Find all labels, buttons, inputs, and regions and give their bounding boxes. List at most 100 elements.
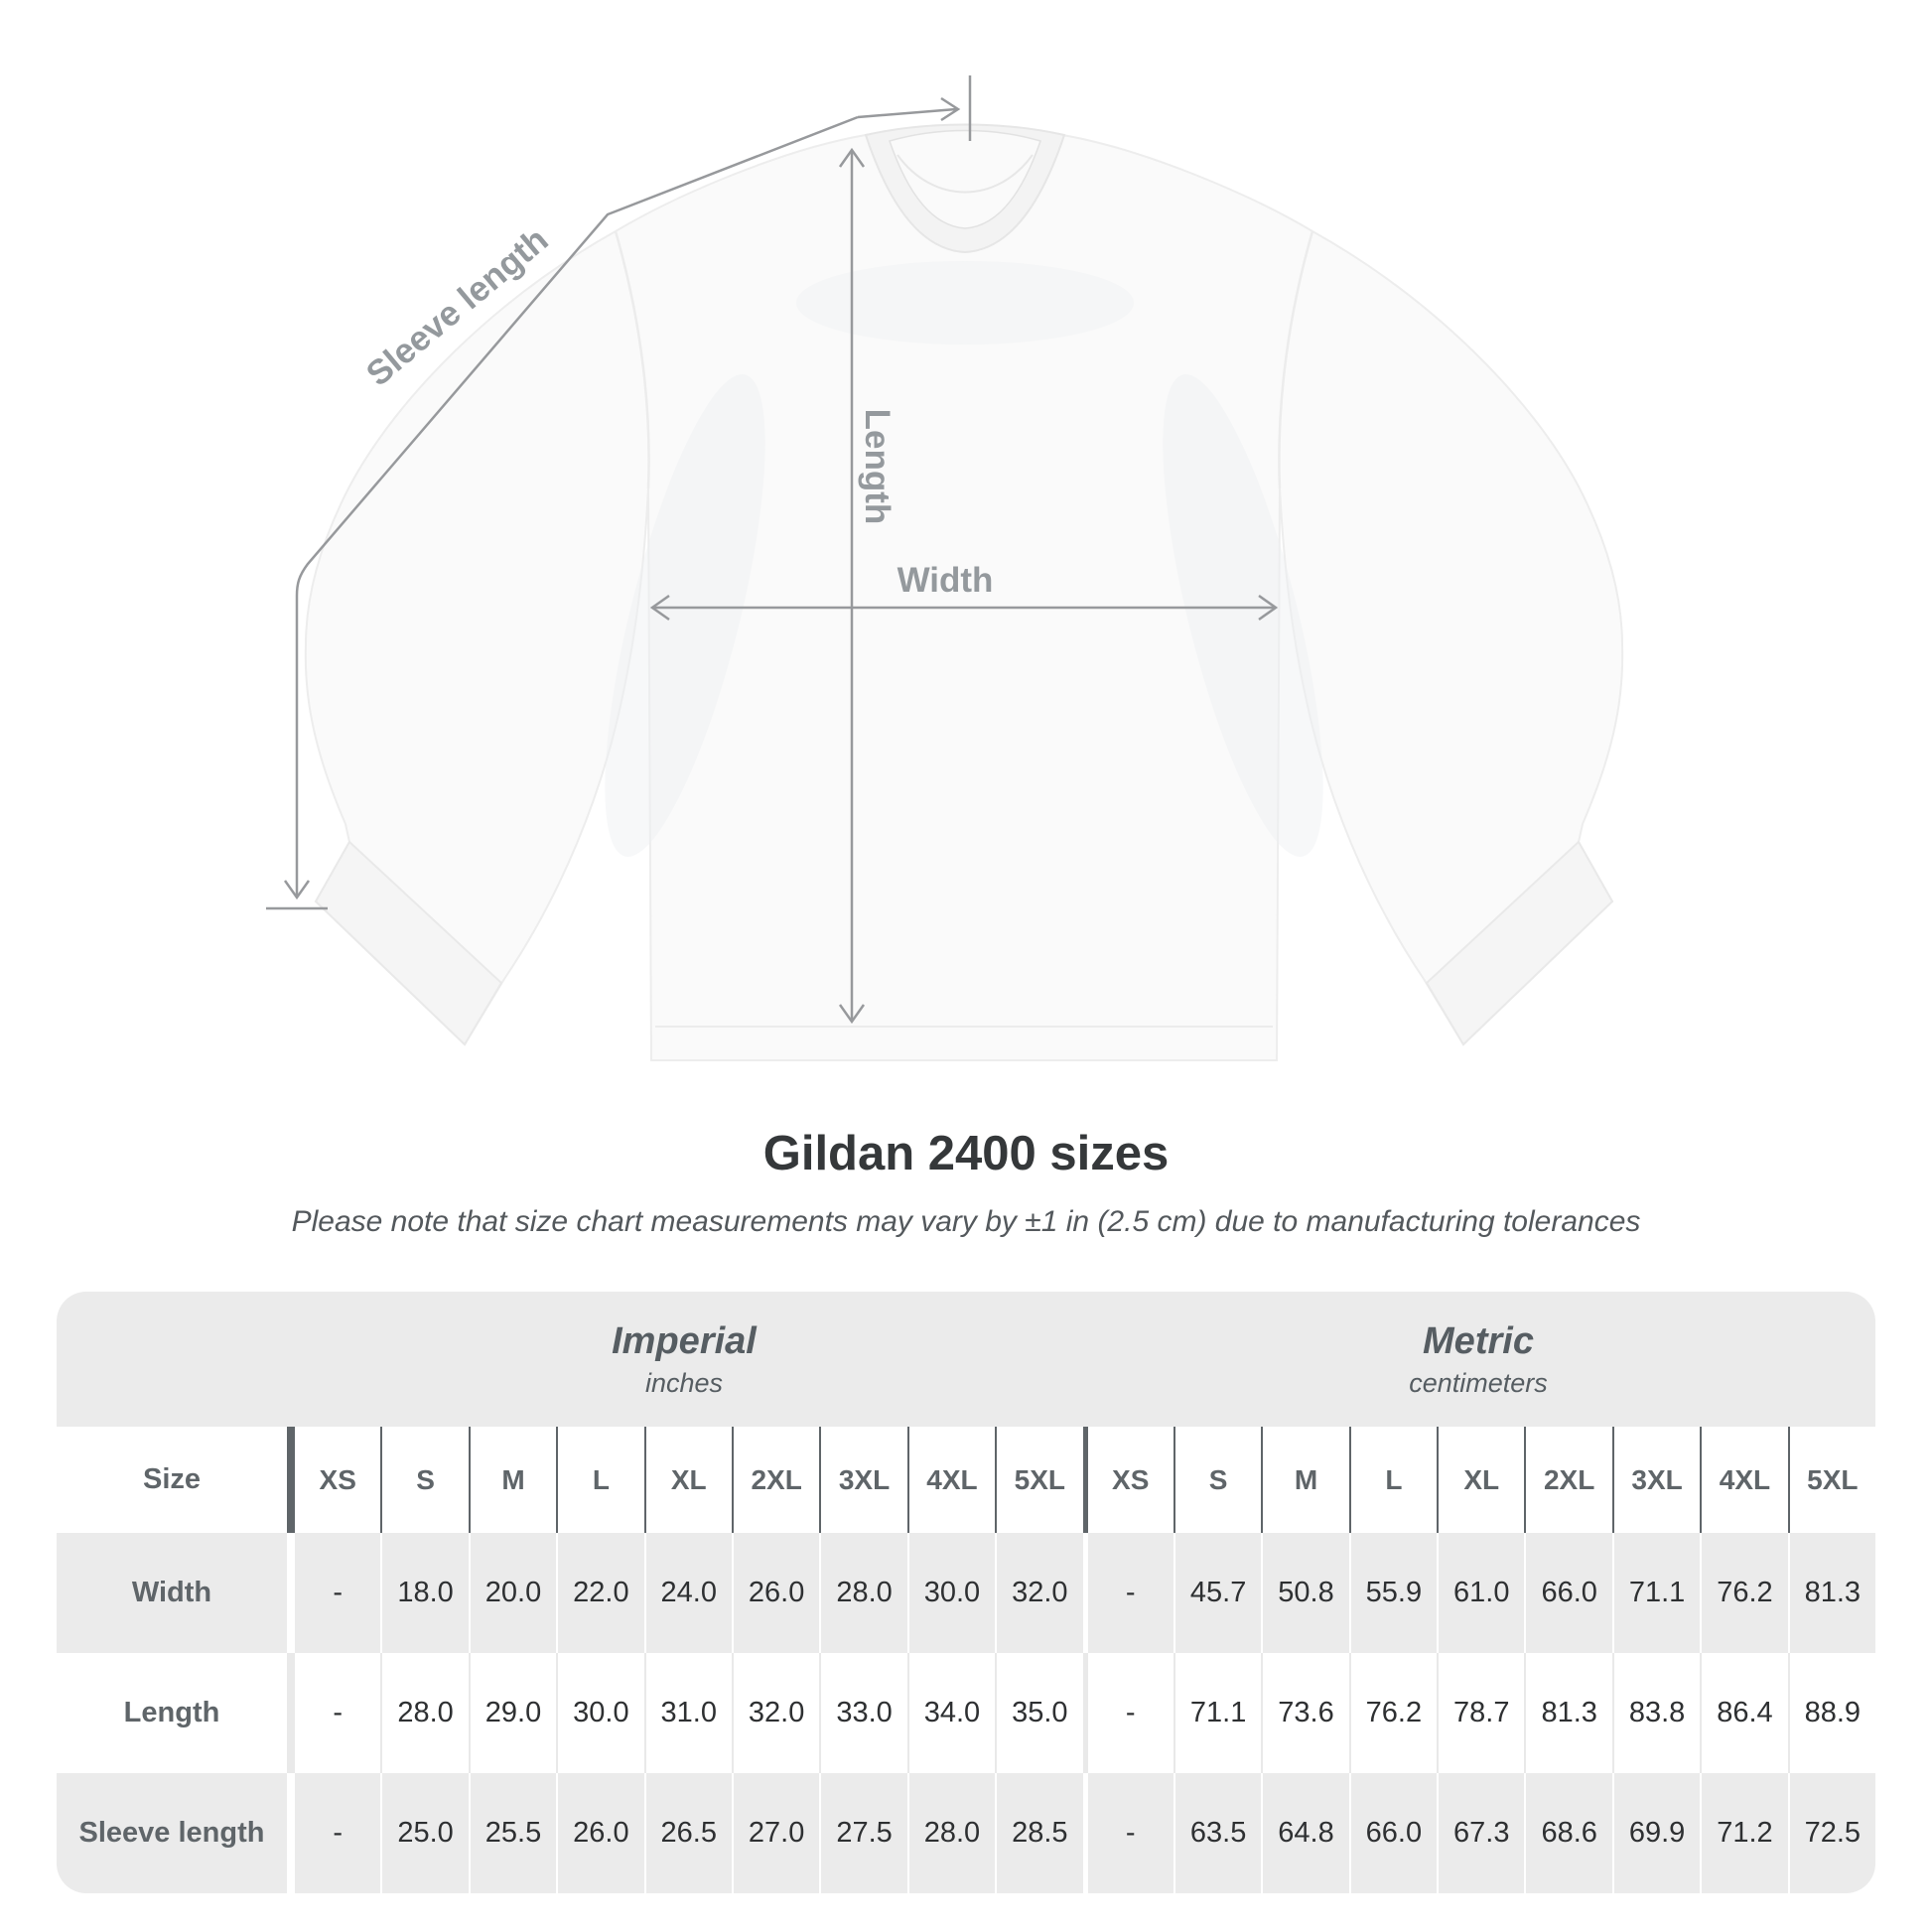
value-cell: 27.5: [819, 1773, 906, 1893]
value-cell: 67.3: [1437, 1773, 1524, 1893]
sleeve-length-arrow: [266, 75, 972, 910]
value-cell: 32.0: [995, 1533, 1082, 1653]
value-cell: 72.5: [1787, 1773, 1875, 1893]
value-cell: 86.4: [1700, 1653, 1787, 1773]
value-cell: 78.7: [1437, 1653, 1524, 1773]
value-cell: 71.1: [1173, 1653, 1261, 1773]
size-header-cell: XL: [1437, 1427, 1524, 1533]
value-cell: -: [287, 1773, 380, 1893]
value-cell: 69.9: [1611, 1773, 1700, 1893]
value-cell: 27.0: [731, 1773, 819, 1893]
imperial-header: Imperial inches: [287, 1320, 1081, 1399]
left-cuff: [314, 840, 503, 1046]
size-header-cell: 2XL: [1524, 1427, 1611, 1533]
value-cell: 35.0: [995, 1653, 1082, 1773]
value-cell: 28.5: [995, 1773, 1082, 1893]
size-header-cell: 3XL: [1611, 1427, 1700, 1533]
size-header-cell: M: [1261, 1427, 1348, 1533]
value-cell: 25.5: [468, 1773, 556, 1893]
size-header-cell: 5XL: [995, 1427, 1082, 1533]
width-row: Width - 18.0 20.0 22.0 24.0 26.0 28.0 30…: [57, 1533, 1875, 1653]
value-cell: 26.5: [643, 1773, 732, 1893]
value-cell: 30.0: [906, 1533, 995, 1653]
left-armhole-seam: [614, 230, 650, 489]
value-cell: 66.0: [1524, 1533, 1611, 1653]
value-cell: 26.0: [556, 1773, 643, 1893]
size-header-cell: 4XL: [906, 1427, 995, 1533]
width-label: Width: [897, 561, 994, 600]
value-cell: 28.0: [380, 1653, 468, 1773]
size-header-cell: L: [556, 1427, 643, 1533]
size-header-cell: 3XL: [819, 1427, 906, 1533]
size-header-cell: XL: [643, 1427, 732, 1533]
value-cell: 24.0: [643, 1533, 732, 1653]
value-cell: -: [287, 1653, 380, 1773]
width-arrow: [649, 594, 1279, 621]
value-cell: 81.3: [1524, 1653, 1611, 1773]
row-label: Width: [131, 1577, 212, 1608]
size-header-cell: M: [468, 1427, 556, 1533]
size-header-cell: S: [1173, 1427, 1261, 1533]
value-cell: 28.0: [819, 1533, 906, 1653]
value-cell: 61.0: [1437, 1533, 1524, 1653]
value-cell: 76.2: [1700, 1533, 1787, 1653]
value-cell: -: [1082, 1773, 1173, 1893]
imperial-subtitle: inches: [644, 1367, 724, 1398]
collar-opening: [889, 129, 1041, 229]
left-armpit-shade: [605, 374, 765, 857]
size-header-cell: 2XL: [731, 1427, 819, 1533]
value-cell: 64.8: [1261, 1773, 1348, 1893]
shirt-graphic: [304, 123, 1624, 1061]
sleeve-length-row: Sleeve length - 25.0 25.5 26.0 26.5 27.0…: [57, 1773, 1875, 1893]
chest-shade: [796, 261, 1134, 345]
value-cell: 81.3: [1787, 1533, 1875, 1653]
value-cell: 73.6: [1261, 1653, 1348, 1773]
value-cell: 71.2: [1700, 1773, 1787, 1893]
value-cell: 31.0: [643, 1653, 732, 1773]
size-header-cell: S: [380, 1427, 468, 1533]
imperial-title: Imperial: [612, 1319, 757, 1362]
value-cell: -: [1082, 1653, 1173, 1773]
value-cell: 28.0: [906, 1773, 995, 1893]
right-armhole-seam: [1278, 230, 1314, 489]
size-header-cell: XS: [287, 1427, 380, 1533]
value-cell: 29.0: [468, 1653, 556, 1773]
value-cell: 25.0: [380, 1773, 468, 1893]
size-header-cell: 4XL: [1700, 1427, 1787, 1533]
value-cell: 50.8: [1261, 1533, 1348, 1653]
metric-title: Metric: [1423, 1319, 1534, 1362]
value-cell: 18.0: [380, 1533, 468, 1653]
collar-inner-shadow: [897, 154, 1034, 194]
value-cell: 45.7: [1173, 1533, 1261, 1653]
value-cell: 20.0: [468, 1533, 556, 1653]
value-cell: 76.2: [1348, 1653, 1437, 1773]
length-arrow: [838, 147, 866, 1025]
value-cell: 32.0: [731, 1653, 819, 1773]
value-cell: 55.9: [1348, 1533, 1437, 1653]
value-cell: 66.0: [1348, 1773, 1437, 1893]
right-cuff: [1425, 840, 1614, 1046]
length-row: Length - 28.0 29.0 30.0 31.0 32.0 33.0 3…: [57, 1653, 1875, 1773]
size-column-header: Size: [142, 1463, 202, 1495]
value-cell: 71.1: [1611, 1533, 1700, 1653]
value-cell: 26.0: [731, 1533, 819, 1653]
value-cell: 30.0: [556, 1653, 643, 1773]
units-header-band: Imperial inches Metric centimeters: [57, 1292, 1875, 1427]
value-cell: 68.6: [1524, 1773, 1611, 1893]
value-cell: 63.5: [1173, 1773, 1261, 1893]
shirt-diagram: Sleeve length Length Width: [266, 75, 1624, 1061]
metric-header: Metric centimeters: [1081, 1320, 1875, 1399]
value-cell: 22.0: [556, 1533, 643, 1653]
value-cell: -: [1082, 1533, 1173, 1653]
metric-subtitle: centimeters: [1409, 1367, 1548, 1398]
row-label: Sleeve length: [78, 1817, 265, 1849]
size-table: Imperial inches Metric centimeters Size …: [57, 1292, 1875, 1893]
value-cell: -: [287, 1533, 380, 1653]
value-cell: 33.0: [819, 1653, 906, 1773]
shirt-silhouette: [304, 126, 1624, 1061]
size-header-cell: L: [1348, 1427, 1437, 1533]
right-armpit-shade: [1163, 374, 1323, 857]
tolerance-note: Please note that size chart measurements…: [291, 1205, 1641, 1238]
page-title: Gildan 2400 sizes: [762, 1127, 1170, 1180]
